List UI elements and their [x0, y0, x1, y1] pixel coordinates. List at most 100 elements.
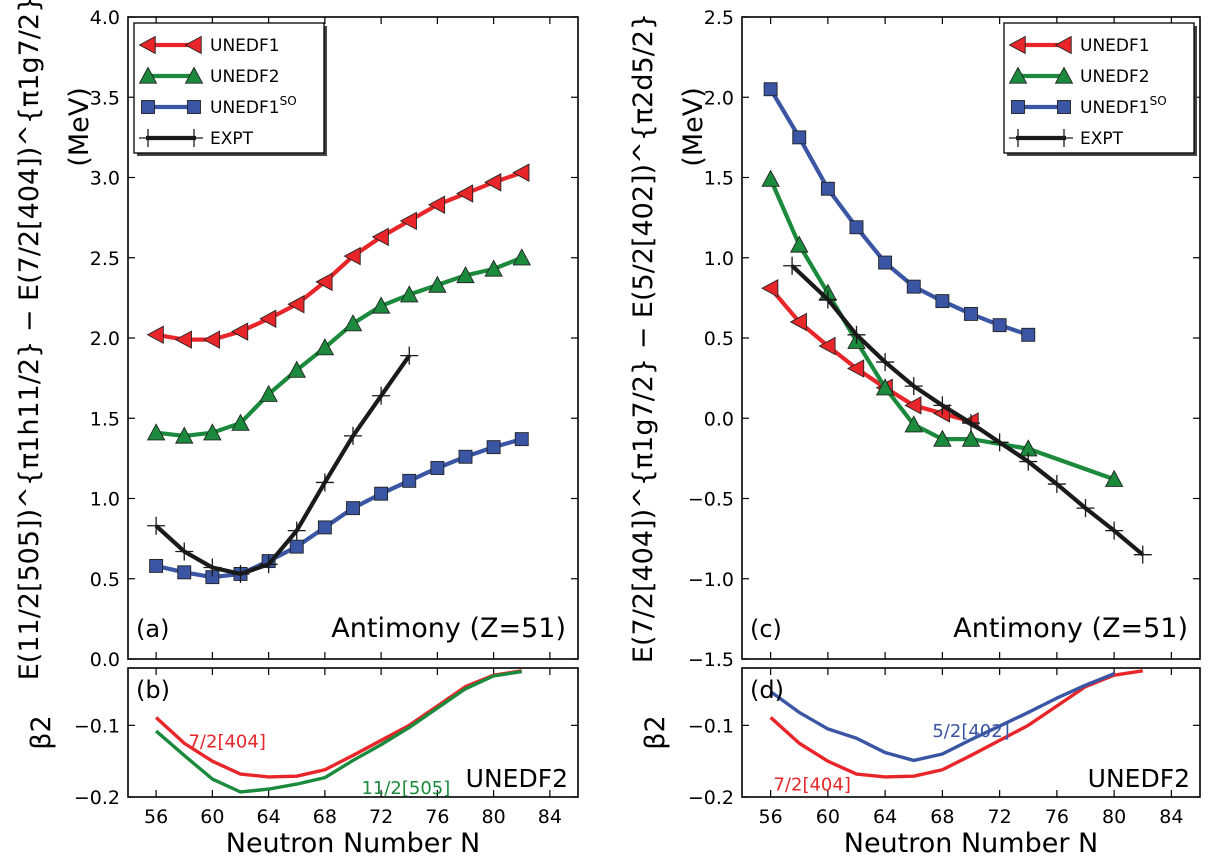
legend-label-text: UNEDF1 [1080, 36, 1150, 56]
data-point [174, 426, 194, 444]
data-point [315, 338, 335, 356]
data-point [458, 449, 473, 464]
legend-label-text: UNEDF1 [210, 36, 280, 56]
legend-label-text: EXPT [210, 129, 254, 149]
data-point [259, 555, 278, 574]
legend-label-text: UNEDF2 [210, 67, 280, 87]
y-axis-label: E(11/2[505])^{π1h11/2} − E(7/2[404])^{π1… [14, 0, 45, 680]
data-point [402, 473, 417, 488]
beta-3-xtick-label: 76 [1045, 806, 1069, 828]
data-point [878, 255, 893, 270]
series-expt [783, 256, 1152, 564]
beta-1-xtick-label: 80 [482, 806, 506, 828]
data-point [783, 256, 802, 275]
data-point [371, 296, 391, 314]
data-point [961, 429, 981, 447]
data-point [933, 396, 952, 415]
series-line-unedf1so [768, 88, 1029, 337]
series-line-unedf1 [769, 286, 972, 424]
beta-curve-0 [769, 669, 1144, 779]
legend-label: UNEDF1SO [210, 94, 297, 118]
data-point [876, 353, 895, 372]
data-point [399, 285, 419, 303]
nucleus-label: Antimony (Z=51) [953, 613, 1188, 644]
data-point [203, 558, 222, 577]
ytick-label: −0.2 [688, 787, 734, 809]
data-point [906, 279, 921, 294]
legend-label: EXPT [210, 129, 254, 149]
beta-3-xtick-label: 72 [988, 806, 1012, 828]
data-point [149, 558, 164, 573]
data-point [399, 211, 417, 231]
data-point [315, 473, 334, 492]
legend-marker [184, 35, 202, 55]
curve-label: 7/2[404] [773, 775, 850, 796]
panel-c: −1.5 −1.0 −0.5 0.0 0.5 1.0 1.5 2.0 2.5 (c) Antimon… [628, 7, 1201, 671]
beta-1-xtick-label: 64 [257, 806, 281, 828]
ytick-label: 0.0 [90, 649, 120, 671]
data-point [512, 248, 532, 266]
data-point [146, 423, 166, 441]
data-point [904, 415, 924, 433]
data-point [147, 516, 166, 535]
nucleus-label: Antimony (Z=51) [331, 613, 566, 644]
beta-curve-1 [155, 669, 523, 794]
ytick-label: 1.0 [90, 489, 120, 511]
data-point [904, 396, 922, 415]
legend-label: EXPT [1080, 129, 1124, 149]
series-expt [147, 346, 419, 583]
ytick-label: −0.1 [74, 715, 120, 737]
ytick-label: 0.0 [704, 408, 734, 430]
data-point [849, 220, 864, 235]
legend-marker [139, 129, 157, 147]
beta-curve-0 [154, 669, 523, 779]
data-point [287, 295, 305, 314]
data-point [1076, 499, 1095, 518]
ytick-label: 2.5 [704, 7, 734, 29]
data-point [933, 429, 952, 447]
y-axis-label: β2 [26, 715, 57, 749]
ytick-label: 0.5 [704, 328, 734, 350]
data-point [1104, 469, 1124, 487]
series-unedf1 [146, 163, 530, 349]
x-axis-label: Neutron Number N [226, 828, 480, 859]
ytick-label: −0.2 [74, 787, 120, 809]
data-point [964, 306, 978, 321]
ytick-label: 1.5 [704, 168, 734, 190]
curve-label: 7/2[404] [188, 732, 265, 753]
legend-marker [184, 66, 204, 84]
legend-marker [1008, 35, 1026, 55]
data-point [430, 461, 445, 475]
data-point [259, 384, 278, 402]
beta-3-xtick-label: 80 [1102, 806, 1126, 828]
data-point [875, 378, 895, 396]
ytick-label: 2.0 [90, 328, 120, 350]
y-axis-unit: (MeV) [64, 87, 95, 166]
panel-letter: (d) [750, 676, 784, 704]
legend-marker [185, 129, 203, 147]
legend-marker [1009, 129, 1027, 147]
panel-letter: (c) [750, 615, 782, 643]
data-point [343, 314, 363, 332]
beta-1-frame [127, 667, 579, 798]
data-point [456, 265, 475, 284]
legend-label: UNEDF1 [1080, 36, 1150, 56]
data-point [289, 539, 304, 554]
data-point [174, 330, 192, 349]
data-point [761, 169, 780, 187]
data-point [1047, 475, 1066, 494]
beta-1-xtick-label: 68 [313, 806, 337, 828]
data-point [789, 312, 807, 332]
data-point [514, 432, 529, 447]
data-point [231, 564, 250, 583]
x-axis-label: Neutron Number N [844, 828, 1098, 859]
data-point [992, 318, 1007, 333]
curve-label: 11/2[505] [361, 778, 450, 799]
ytick-label: −0.5 [688, 489, 734, 511]
data-point [1133, 545, 1152, 564]
data-point [847, 359, 865, 378]
data-point [792, 130, 807, 145]
series-line-unedf2 [155, 255, 523, 439]
data-point [847, 325, 866, 344]
